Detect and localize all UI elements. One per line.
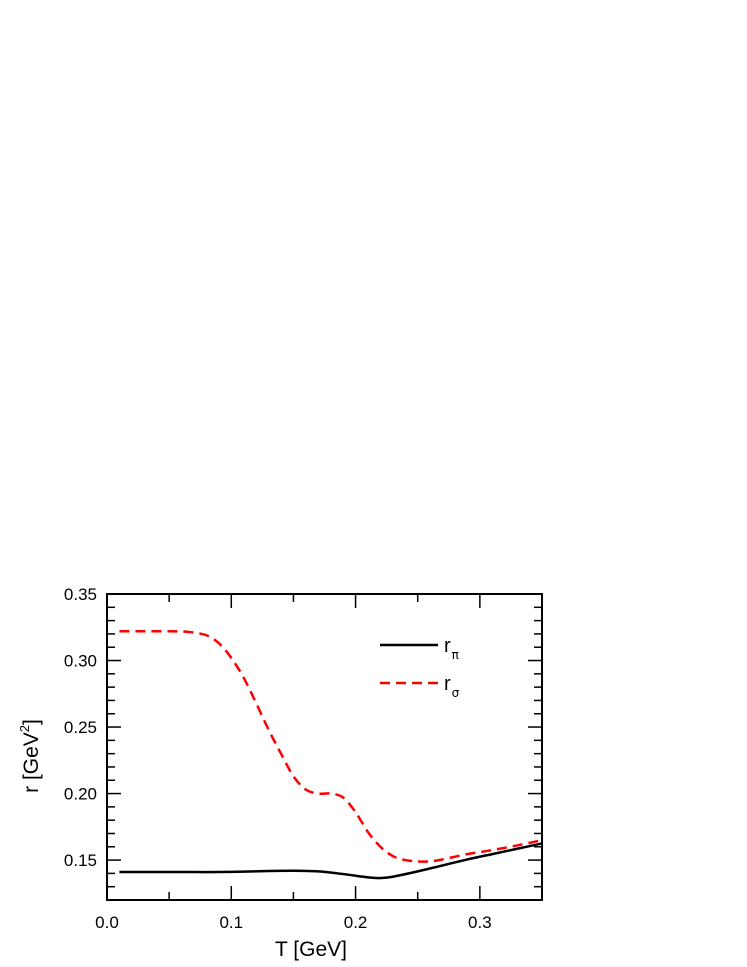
y-axis-title-main: r [GeV [20, 732, 43, 793]
series-line-r-pi [119, 842, 543, 880]
y-tick-label: 0.30 [64, 652, 97, 671]
y-tick-label: 0.20 [64, 785, 97, 804]
y-axis-title-sup: 2 [17, 725, 32, 732]
legend: rπ rσ [380, 635, 460, 700]
series-line-r-sigma [119, 629, 543, 863]
legend-label-sigma: rσ [444, 673, 460, 700]
x-tick-label: 0.0 [95, 913, 119, 932]
tick-labels: 0.0 0.1 0.2 0.3 0.15 0.20 0.25 0.30 0.35 [64, 585, 492, 932]
legend-label-pi: rπ [444, 635, 459, 662]
x-tick-label: 0.3 [468, 913, 492, 932]
x-tick-label: 0.2 [344, 913, 368, 932]
y-axis-title: r [GeV2] [17, 719, 43, 793]
x-tick-label: 0.1 [219, 913, 243, 932]
series-layer [119, 629, 543, 880]
y-tick-label: 0.25 [64, 718, 97, 737]
y-tick-label: 0.15 [64, 851, 97, 870]
y-axis-title-close: ] [20, 719, 43, 725]
x-axis-title: T [GeV] [275, 938, 347, 961]
y-tick-label: 0.35 [64, 585, 97, 604]
plot-frame [106, 593, 543, 901]
axis-ticks [106, 593, 543, 901]
